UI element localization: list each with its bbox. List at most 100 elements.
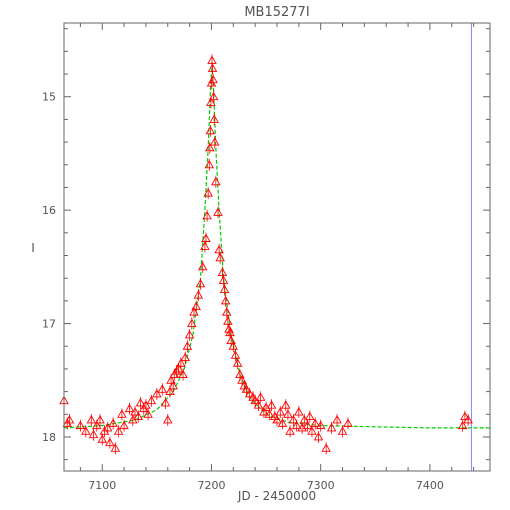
- data-point: [117, 408, 127, 421]
- data-point: [244, 387, 255, 400]
- data-point: [204, 158, 215, 171]
- data-point: [160, 396, 171, 409]
- model-curve: [63, 64, 490, 429]
- data-point: [457, 419, 468, 432]
- y-tick-label: 16: [42, 204, 56, 217]
- data-point: [337, 425, 348, 438]
- data-point: [141, 399, 151, 412]
- data-point: [105, 436, 115, 449]
- data-point: [310, 417, 321, 430]
- data-point: [253, 399, 264, 412]
- plot-frame: [63, 22, 491, 472]
- data-points-layer: [59, 54, 473, 455]
- data-point: [235, 368, 245, 381]
- data-point: [193, 289, 204, 302]
- data-point: [283, 408, 293, 421]
- x-tick-label: 7200: [197, 479, 225, 492]
- y-axis: 15 16 17 18: [42, 28, 490, 461]
- data-point: [297, 421, 307, 434]
- data-point: [97, 433, 108, 446]
- data-point: [241, 383, 252, 396]
- data-point: [218, 274, 229, 287]
- data-point: [205, 141, 215, 154]
- data-point: [230, 349, 241, 362]
- y-tick-label: 18: [42, 431, 56, 444]
- data-point: [205, 124, 216, 137]
- data-point: [168, 379, 179, 392]
- data-point: [208, 90, 219, 103]
- data-point: [195, 277, 206, 290]
- data-point: [200, 240, 210, 253]
- data-point: [176, 357, 186, 370]
- data-point: [133, 410, 144, 423]
- data-point: [288, 413, 299, 426]
- data-point: [207, 62, 218, 75]
- data-point: [197, 260, 208, 273]
- data-point: [209, 136, 220, 149]
- data-point: [201, 232, 211, 245]
- data-point: [321, 442, 331, 455]
- data-point: [110, 442, 121, 455]
- data-point: [224, 323, 234, 336]
- data-point: [208, 73, 218, 86]
- x-tick-label: 7100: [88, 479, 116, 492]
- data-point: [280, 399, 291, 412]
- data-point: [291, 419, 302, 432]
- data-point: [275, 406, 286, 419]
- data-point: [95, 413, 105, 426]
- data-point: [343, 417, 353, 430]
- data-point: [130, 406, 140, 419]
- data-point: [119, 419, 129, 432]
- data-point: [64, 413, 75, 426]
- x-axis: 7100 7200 7300 7400: [79, 23, 475, 492]
- data-point: [225, 326, 235, 339]
- data-point: [460, 410, 470, 423]
- data-point: [124, 402, 135, 415]
- data-point: [237, 374, 247, 387]
- data-point: [264, 408, 275, 421]
- data-point: [135, 396, 146, 409]
- data-point: [75, 419, 86, 432]
- data-point: [221, 306, 232, 319]
- data-point: [209, 113, 219, 126]
- data-point: [217, 266, 228, 279]
- data-point: [294, 406, 304, 419]
- x-tick-label: 7300: [307, 479, 335, 492]
- data-point: [88, 428, 99, 441]
- data-point: [214, 243, 224, 256]
- data-point: [102, 421, 113, 434]
- data-point: [211, 175, 221, 188]
- data-point: [178, 368, 188, 381]
- data-point: [315, 419, 326, 432]
- data-point: [202, 209, 212, 222]
- data-point: [215, 251, 225, 264]
- data-point: [277, 417, 288, 430]
- data-point: [187, 317, 197, 330]
- data-point: [228, 340, 239, 353]
- data-point: [272, 413, 282, 426]
- data-point: [108, 417, 118, 430]
- data-point: [162, 413, 173, 426]
- data-point: [182, 340, 193, 353]
- data-point: [223, 315, 233, 328]
- model-curve-layer: [63, 23, 490, 471]
- data-point: [81, 425, 91, 438]
- data-point: [157, 383, 168, 396]
- x-axis-label: JD - 2450000: [237, 489, 316, 503]
- data-point: [220, 294, 231, 307]
- data-point: [113, 425, 124, 438]
- data-point: [266, 399, 277, 412]
- data-point: [285, 425, 295, 438]
- data-point: [203, 187, 213, 200]
- data-point: [86, 413, 97, 426]
- data-point: [152, 387, 162, 400]
- data-point: [171, 365, 182, 378]
- data-point: [326, 421, 337, 434]
- data-point: [332, 413, 342, 426]
- y-tick-label: 17: [42, 318, 56, 331]
- chart-title: MB15277I: [244, 5, 309, 20]
- y-axis-label: I: [31, 241, 35, 255]
- data-point: [313, 430, 324, 443]
